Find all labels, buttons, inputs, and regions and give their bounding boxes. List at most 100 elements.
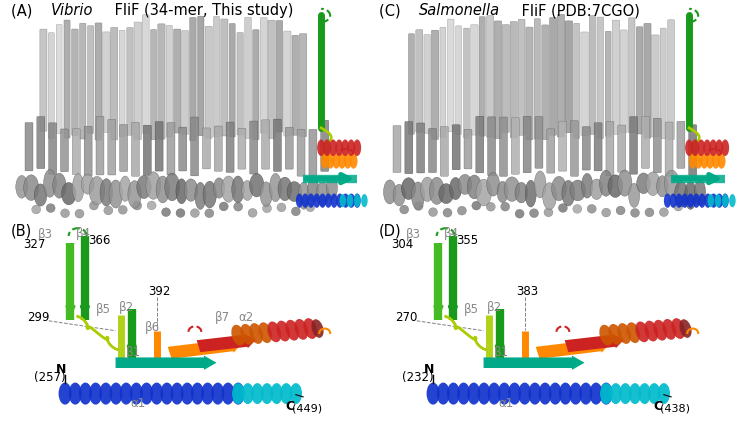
FancyBboxPatch shape [144, 125, 152, 176]
Ellipse shape [248, 209, 257, 217]
Ellipse shape [691, 139, 699, 156]
Ellipse shape [400, 205, 408, 214]
Ellipse shape [587, 205, 596, 213]
FancyBboxPatch shape [276, 20, 283, 132]
Ellipse shape [526, 180, 537, 207]
FancyBboxPatch shape [166, 26, 172, 137]
FancyBboxPatch shape [408, 34, 414, 134]
Ellipse shape [348, 194, 355, 208]
Ellipse shape [539, 382, 551, 405]
FancyBboxPatch shape [512, 118, 520, 174]
Ellipse shape [250, 173, 264, 197]
Ellipse shape [321, 153, 329, 168]
Ellipse shape [347, 139, 355, 156]
FancyBboxPatch shape [238, 128, 246, 169]
Ellipse shape [130, 382, 143, 405]
Text: Salmonella: Salmonella [420, 3, 500, 19]
Ellipse shape [645, 321, 658, 341]
Ellipse shape [427, 382, 439, 405]
Ellipse shape [43, 169, 57, 197]
FancyBboxPatch shape [452, 125, 460, 170]
Text: β7: β7 [215, 311, 230, 324]
Ellipse shape [181, 382, 194, 405]
Ellipse shape [205, 209, 214, 218]
Ellipse shape [544, 208, 553, 217]
Ellipse shape [676, 194, 682, 208]
FancyBboxPatch shape [440, 27, 446, 137]
FancyBboxPatch shape [526, 27, 533, 140]
Ellipse shape [184, 179, 198, 201]
FancyBboxPatch shape [668, 20, 674, 139]
Ellipse shape [478, 382, 490, 405]
Ellipse shape [662, 319, 676, 340]
FancyBboxPatch shape [64, 20, 70, 138]
FancyBboxPatch shape [127, 27, 133, 135]
Ellipse shape [707, 194, 714, 207]
Ellipse shape [703, 139, 711, 156]
Ellipse shape [698, 194, 706, 208]
Ellipse shape [176, 179, 187, 204]
FancyBboxPatch shape [605, 31, 611, 136]
FancyBboxPatch shape [79, 23, 86, 139]
Ellipse shape [626, 322, 640, 343]
Ellipse shape [79, 382, 92, 405]
Text: β4: β4 [76, 227, 91, 240]
Ellipse shape [15, 176, 28, 198]
FancyBboxPatch shape [440, 127, 448, 176]
Ellipse shape [559, 204, 567, 213]
Text: 366: 366 [88, 234, 111, 247]
Text: N: N [56, 363, 66, 376]
Ellipse shape [393, 184, 406, 206]
Text: FliF (34-mer, This study): FliF (34-mer, This study) [110, 3, 293, 19]
Ellipse shape [629, 183, 640, 207]
Ellipse shape [278, 177, 292, 201]
FancyArrow shape [565, 333, 624, 352]
Ellipse shape [658, 383, 670, 404]
Text: β4: β4 [444, 227, 459, 240]
Ellipse shape [457, 206, 467, 215]
FancyBboxPatch shape [612, 20, 620, 134]
FancyBboxPatch shape [283, 31, 291, 136]
Ellipse shape [81, 174, 94, 194]
Ellipse shape [467, 175, 481, 199]
Ellipse shape [518, 382, 531, 405]
Text: (257): (257) [35, 371, 66, 385]
Text: β5: β5 [96, 303, 110, 316]
Ellipse shape [721, 194, 729, 208]
Ellipse shape [330, 194, 338, 208]
Ellipse shape [646, 172, 660, 196]
Ellipse shape [722, 194, 729, 207]
FancyBboxPatch shape [274, 119, 281, 172]
Ellipse shape [269, 173, 282, 202]
Ellipse shape [439, 183, 453, 204]
FancyBboxPatch shape [151, 30, 157, 140]
Ellipse shape [631, 209, 640, 217]
Ellipse shape [203, 181, 216, 208]
FancyBboxPatch shape [629, 116, 637, 174]
Ellipse shape [68, 382, 82, 405]
Ellipse shape [342, 194, 350, 208]
Text: (A): (A) [11, 3, 37, 19]
Ellipse shape [89, 201, 99, 210]
FancyBboxPatch shape [565, 21, 573, 133]
FancyBboxPatch shape [405, 122, 413, 174]
Ellipse shape [287, 182, 302, 202]
FancyBboxPatch shape [665, 122, 673, 176]
Ellipse shape [700, 153, 708, 168]
Ellipse shape [335, 139, 343, 156]
FancyBboxPatch shape [155, 122, 163, 171]
FancyBboxPatch shape [642, 117, 649, 168]
FancyBboxPatch shape [557, 15, 565, 137]
Ellipse shape [573, 205, 582, 213]
Ellipse shape [659, 208, 668, 217]
Ellipse shape [338, 153, 346, 168]
Ellipse shape [599, 170, 612, 196]
Ellipse shape [599, 325, 613, 346]
Ellipse shape [710, 139, 717, 156]
FancyBboxPatch shape [158, 24, 165, 139]
Ellipse shape [665, 170, 679, 196]
Ellipse shape [60, 209, 70, 218]
FancyBboxPatch shape [179, 127, 187, 171]
FancyBboxPatch shape [393, 126, 401, 172]
Ellipse shape [718, 153, 726, 168]
